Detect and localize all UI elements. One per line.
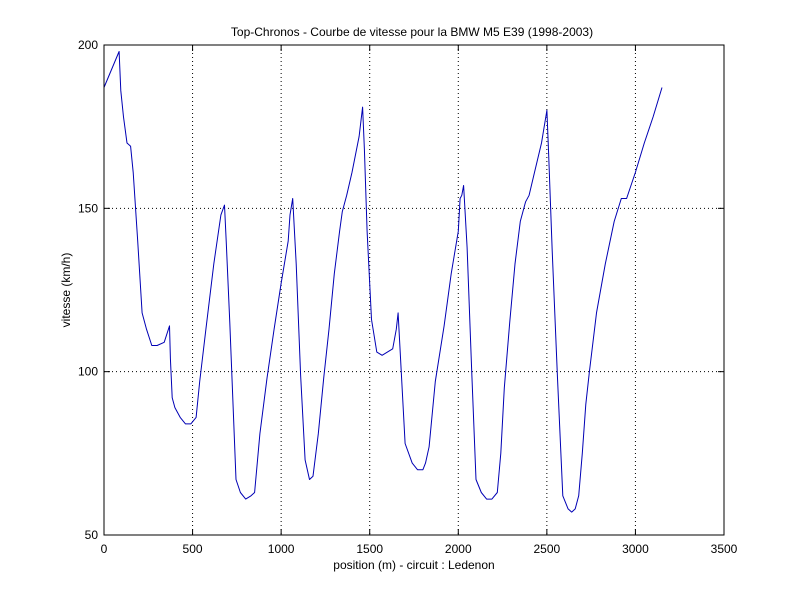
x-axis-label: position (m) - circuit : Ledenon [333, 558, 494, 572]
x-tick-label: 500 [183, 542, 203, 556]
axes-box [103, 44, 725, 536]
speed-series-line [103, 51, 663, 513]
tick-marks [103, 44, 725, 536]
x-tick-label: 2000 [445, 542, 472, 556]
plot-area [103, 51, 663, 513]
x-tick-label: 1500 [356, 542, 383, 556]
y-tick-label: 200 [78, 38, 98, 52]
y-tick-labels: 50 100 150 200 [78, 38, 98, 542]
y-tick-label: 150 [78, 201, 98, 215]
y-tick-label: 50 [85, 528, 99, 542]
chart-title: Top-Chronos - Courbe de vitesse pour la … [231, 25, 593, 39]
grid-lines [104, 45, 724, 535]
y-tick-label: 100 [78, 365, 98, 379]
x-tick-label: 3500 [711, 542, 738, 556]
x-tick-labels: 0 500 1000 1500 2000 2500 3000 3500 [101, 542, 738, 556]
x-tick-label: 0 [101, 542, 108, 556]
x-tick-label: 1000 [268, 542, 295, 556]
y-axis-label: vitesse (km/h) [59, 253, 73, 328]
x-tick-label: 3000 [622, 542, 649, 556]
x-tick-label: 2500 [534, 542, 561, 556]
